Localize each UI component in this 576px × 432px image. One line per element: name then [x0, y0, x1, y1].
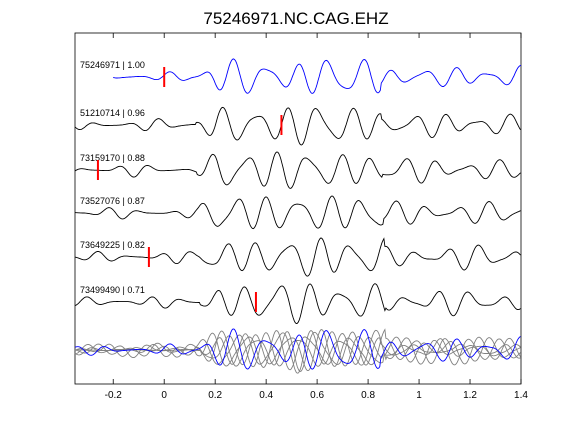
chart-title: 75246971.NC.CAG.EHZ	[203, 9, 388, 28]
x-tick-label-2: 0	[161, 390, 167, 401]
trace-label-6: 73499490 | 0.71	[80, 285, 145, 295]
trace-labels-group: 75246971 | 1.00 51210714 | 0.96 73159170 |…	[80, 60, 145, 295]
overlay-master-trace	[74, 328, 521, 370]
x-tick-label-9: 1.4	[514, 390, 528, 401]
trace-label-1: 75246971 | 1.00	[80, 60, 145, 70]
trace-line-3	[74, 151, 521, 189]
trace-label-4: 73527076 | 0.87	[80, 196, 145, 206]
x-tick-label-8: 1.2	[463, 390, 477, 401]
overlay-trace-5	[74, 329, 521, 374]
trace-line-2	[74, 106, 521, 146]
x-tick-label-4: 0.4	[259, 390, 273, 401]
overlay-panel	[74, 328, 521, 374]
trace-label-2: 51210714 | 0.96	[80, 108, 145, 118]
x-axis-ticks: -0.2 0 0.2 0.4 0.6 0.8 1 1.2 1.4	[105, 33, 528, 401]
x-tick-label-5: 0.6	[310, 390, 324, 401]
x-tick-label-3: 0.2	[208, 390, 222, 401]
trace-line-4	[74, 195, 521, 230]
trace-label-3: 73159170 | 0.88	[80, 153, 145, 163]
x-tick-label-6: 0.8	[361, 390, 375, 401]
overlay-trace-2	[74, 330, 521, 371]
plot-frame	[74, 32, 522, 385]
x-tick-label-7: 1	[416, 390, 422, 401]
pick-markers-group	[96, 67, 283, 312]
trace-line-1	[113, 58, 522, 94]
trace-line-6	[74, 283, 521, 324]
overlay-trace-1	[74, 330, 521, 373]
x-tick-label-1: -0.2	[105, 390, 123, 401]
trace-label-5: 73649225 | 0.82	[80, 240, 145, 250]
overlay-trace-3	[74, 331, 521, 368]
